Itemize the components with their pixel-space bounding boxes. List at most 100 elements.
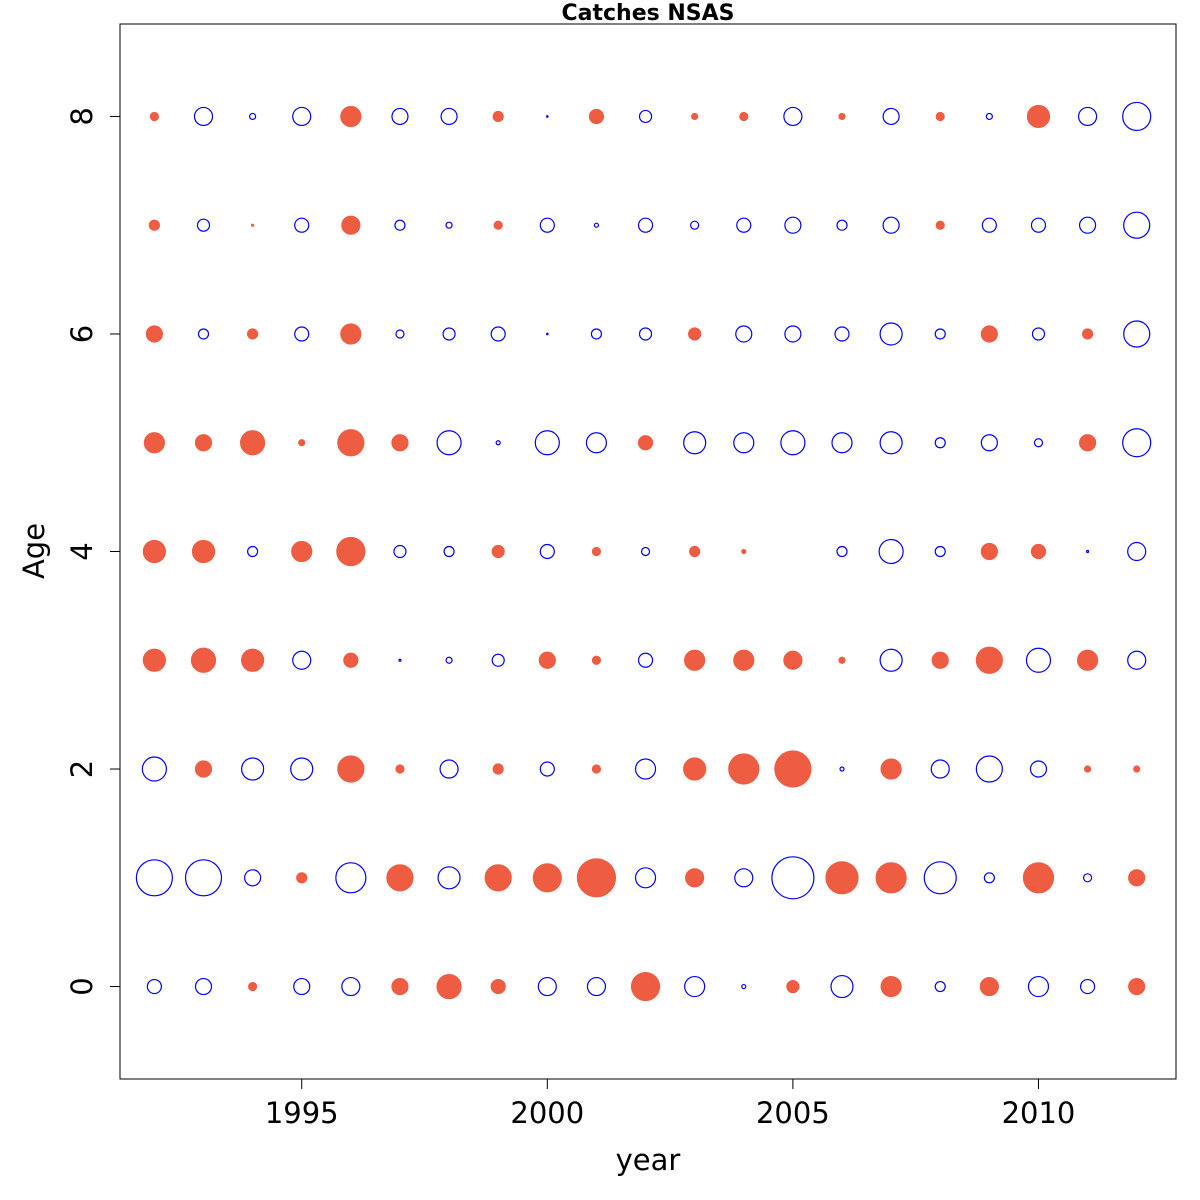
bubble-point	[143, 432, 165, 454]
bubble-point	[825, 861, 859, 895]
bubble-point	[983, 872, 995, 884]
bubble-point	[343, 652, 359, 668]
bubble-point	[149, 111, 159, 122]
bubble-point	[878, 538, 904, 565]
bubble-point	[251, 223, 255, 227]
bubble-point	[783, 106, 803, 127]
bubble-point	[336, 536, 366, 567]
bubble-point	[640, 546, 651, 557]
bubble-point	[684, 649, 706, 671]
bubble-point	[1082, 873, 1093, 883]
bubble-point	[1076, 649, 1099, 671]
chart-title: Catches NSAS	[561, 1, 734, 26]
bubble-point	[244, 869, 262, 887]
bubble-point	[1133, 765, 1141, 773]
bubble-point	[194, 434, 213, 452]
bubble-point	[196, 218, 211, 232]
bubble-point	[439, 759, 459, 779]
bubble-point	[880, 758, 902, 780]
bubble-point	[538, 651, 556, 669]
bubble-point	[539, 217, 555, 233]
bubble-point	[784, 325, 802, 343]
bubble-point	[981, 217, 997, 233]
bubble-point	[780, 430, 806, 456]
bubble-point	[728, 753, 760, 785]
bubble-point	[1083, 765, 1092, 773]
bubble-series	[135, 101, 1152, 1002]
bubble-point	[445, 656, 453, 664]
bubble-point	[241, 648, 265, 672]
bubble-point	[980, 434, 998, 452]
bubble-point	[771, 856, 815, 900]
bubble-point	[838, 112, 846, 121]
bubble-point	[830, 974, 854, 999]
bubble-point	[1085, 549, 1090, 554]
bubble-point	[247, 328, 259, 340]
bubble-point	[1022, 862, 1055, 894]
bubble-point	[194, 977, 213, 996]
bubble-point	[395, 764, 405, 774]
y-axis-label: Age	[17, 523, 51, 579]
bubble-point	[931, 651, 949, 669]
bubble-point	[491, 653, 505, 667]
bubble-point	[593, 222, 600, 228]
bubble-point	[135, 859, 173, 897]
bubble-point	[393, 544, 407, 559]
bubble-point	[148, 219, 160, 231]
bubble-point	[1123, 211, 1151, 239]
bubble-point	[437, 866, 461, 890]
bubble-point	[586, 976, 607, 997]
bubble-point	[935, 220, 945, 230]
bubble-point	[341, 976, 361, 997]
bubble-point	[979, 976, 999, 997]
bubble-point	[294, 217, 310, 233]
bubble-point	[247, 545, 259, 558]
bubble-point	[688, 327, 702, 341]
y-tick-label: 0	[65, 977, 99, 995]
bubble-point	[546, 332, 549, 336]
bubble-point	[685, 868, 705, 888]
bubble-point	[934, 328, 946, 340]
bubble-point	[493, 220, 503, 230]
bubble-point	[1123, 320, 1151, 348]
bubble-point	[1128, 869, 1146, 887]
bubble-point	[1026, 104, 1051, 129]
bubble-point	[1128, 977, 1146, 996]
bubble-point	[391, 977, 409, 996]
bubble-point	[539, 761, 555, 777]
bubble-point	[783, 650, 803, 670]
bubble-point	[495, 440, 501, 446]
bubble-point	[1030, 217, 1047, 233]
bubble-point	[337, 755, 365, 783]
bubble-point	[184, 859, 223, 897]
bubble-point	[934, 980, 946, 993]
bubble-point	[975, 755, 1003, 783]
bubble-point	[879, 431, 903, 455]
bubble-point	[784, 216, 802, 234]
bubble-point	[1078, 216, 1097, 234]
bubble-point	[1031, 327, 1046, 341]
bubble-point	[292, 106, 312, 127]
bubble-point	[145, 325, 163, 343]
bubble-point	[935, 111, 945, 122]
bubble-point	[684, 975, 706, 998]
bubble-point	[436, 973, 462, 1000]
bubble-point	[638, 327, 653, 341]
bubble-point	[1027, 975, 1050, 998]
bubble-point	[930, 759, 950, 779]
x-axis: 1995 2000 2005 2010	[265, 1079, 1075, 1130]
bubble-point	[630, 971, 661, 1002]
bubble-point	[882, 107, 900, 126]
bubble-point	[1127, 650, 1147, 670]
bubble-point	[249, 112, 257, 121]
bubble-point	[248, 981, 258, 992]
bubble-point	[290, 757, 314, 781]
bubble-point	[442, 327, 456, 341]
bubble-point	[146, 978, 162, 995]
bubble-point	[588, 108, 605, 125]
bubble-point	[591, 546, 602, 557]
bubble-point	[836, 219, 848, 231]
bubble-point	[386, 864, 414, 892]
y-axis: 0 2 4 6 8	[65, 107, 120, 996]
bubble-point	[576, 858, 617, 898]
